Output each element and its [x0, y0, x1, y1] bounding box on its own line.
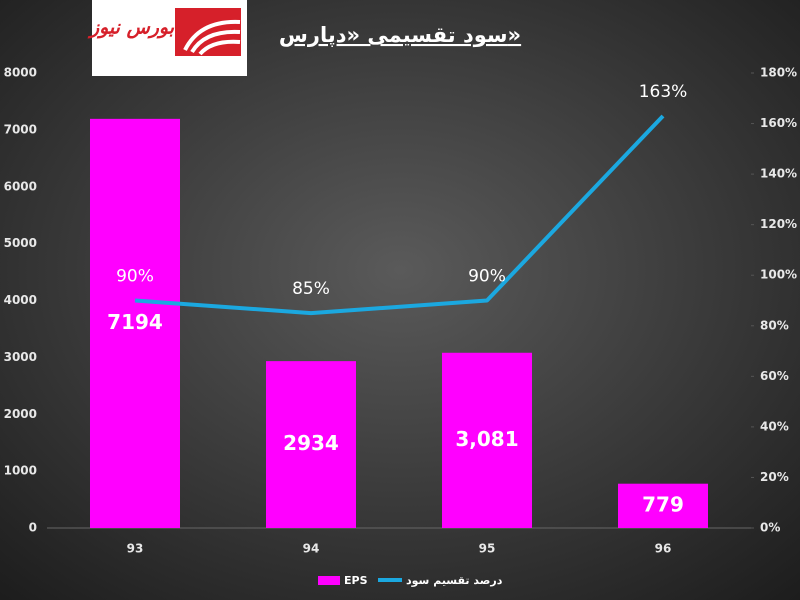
- bar: [90, 118, 180, 528]
- y2-tick-label: 180%: [760, 66, 797, 80]
- y2-tick-label: 120%: [760, 217, 797, 231]
- y2-tick-label: 0%: [760, 521, 780, 535]
- line: [134, 114, 665, 316]
- legend-swatch: [318, 576, 340, 585]
- chart-title: سود تقسیمی «دپارس»: [279, 23, 521, 47]
- x-tick-label: 94: [303, 542, 320, 556]
- x-tick-label: 95: [479, 542, 496, 556]
- y2-tick-label: 160%: [760, 116, 797, 130]
- bar-label: 3,081: [455, 427, 518, 451]
- y2-tick-label: 140%: [760, 167, 797, 181]
- bar: [442, 352, 532, 528]
- line-label: 90%: [468, 267, 506, 287]
- logo-stripes: [183, 19, 241, 56]
- y-tick-label: 2000: [4, 407, 37, 421]
- logo: بورس نیوز: [87, 0, 247, 76]
- y2-tick-label: 20%: [760, 470, 789, 484]
- y-tick-label: 5000: [4, 236, 37, 250]
- y-tick-label: 4000: [4, 293, 37, 307]
- y-tick-label: 3000: [4, 350, 37, 364]
- bar-label: 2934: [283, 431, 339, 455]
- line-label: 85%: [292, 279, 330, 299]
- logo-text: بورس نیوز: [87, 17, 175, 39]
- bar: [266, 361, 356, 528]
- y-tick-label: 8000: [4, 66, 37, 80]
- y2-tick-label: 40%: [760, 419, 789, 433]
- y2-tick-label: 80%: [760, 318, 789, 332]
- y-tick-label: 0: [29, 521, 37, 535]
- bar-label: 779: [642, 492, 684, 516]
- line-label: 163%: [639, 82, 688, 102]
- y-tick-label: 1000: [4, 464, 37, 478]
- y-tick-label: 6000: [4, 179, 37, 193]
- x-tick-label: 93: [127, 542, 144, 556]
- legend-label: درصد تقسیم سود: [406, 574, 503, 587]
- line-label: 90%: [116, 267, 154, 287]
- y-tick-label: 7000: [4, 122, 37, 136]
- y2-tick-label: 60%: [760, 369, 789, 383]
- bar: [618, 483, 708, 528]
- y2-tick-label: 100%: [760, 268, 797, 282]
- bar-label: 7194: [107, 310, 163, 334]
- legend-label: EPS: [344, 574, 368, 587]
- x-tick-label: 96: [655, 542, 672, 556]
